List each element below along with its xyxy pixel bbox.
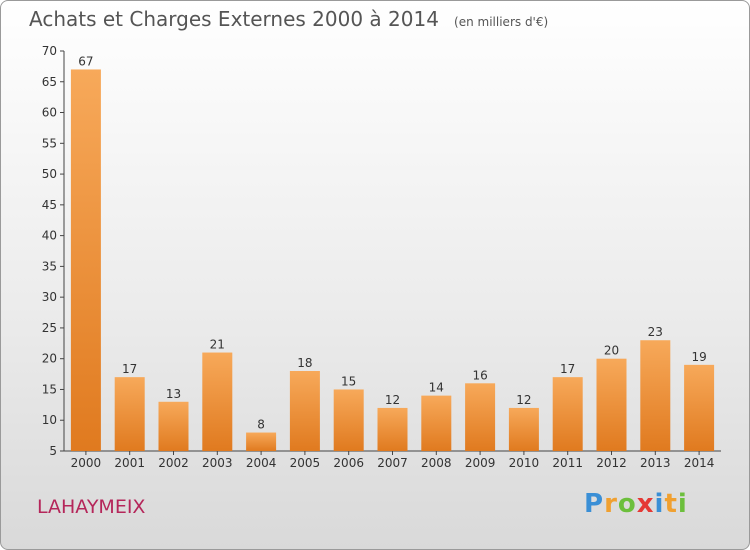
data-label: 16 xyxy=(472,368,487,382)
bar xyxy=(202,352,233,451)
data-label: 14 xyxy=(429,381,444,395)
data-label: 12 xyxy=(385,393,400,407)
x-tick-label: 2004 xyxy=(246,456,277,470)
data-label: 18 xyxy=(297,356,312,370)
logo-letter: i xyxy=(677,489,688,519)
x-tick-label: 2002 xyxy=(158,456,189,470)
y-tick-label: 60 xyxy=(42,106,57,120)
x-tick-label: 2000 xyxy=(71,456,102,470)
logo-letter: r xyxy=(604,489,618,519)
bar xyxy=(158,401,189,451)
logo-letter: o xyxy=(617,489,637,519)
x-tick-label: 2010 xyxy=(509,456,540,470)
y-tick-label: 20 xyxy=(42,352,57,366)
logo-letter: P xyxy=(584,489,605,519)
y-tick-label: 65 xyxy=(42,75,57,89)
x-tick-label: 2006 xyxy=(333,456,364,470)
bar xyxy=(246,432,277,451)
y-tick-label: 15 xyxy=(42,382,57,396)
unit-text: (en milliers d'€) xyxy=(454,15,549,29)
bar xyxy=(596,358,627,451)
x-tick-label: 2014 xyxy=(684,456,715,470)
y-tick-label: 35 xyxy=(42,259,57,273)
x-tick-label: 2003 xyxy=(202,456,233,470)
plot-area: 5 10 15 20 25 30 35 40 45 50 55 60 65 70 67 2000 17 2001 1… xyxy=(42,44,721,470)
data-label: 8 xyxy=(257,418,265,432)
data-label: 13 xyxy=(166,387,181,401)
y-tick-label: 70 xyxy=(42,44,57,58)
y-tick-label: 55 xyxy=(42,136,57,150)
chart-title: Achats et Charges Externes 2000 à 2014 (… xyxy=(29,7,548,31)
bar xyxy=(289,371,320,451)
y-tick-label: 10 xyxy=(42,413,57,427)
x-tick-label: 2005 xyxy=(290,456,321,470)
data-label: 15 xyxy=(341,374,356,388)
bar xyxy=(552,377,583,451)
x-tick-label: 2009 xyxy=(465,456,496,470)
y-tick-label: 5 xyxy=(49,444,57,458)
bar xyxy=(333,389,364,451)
logo-letter: i xyxy=(654,489,665,519)
x-tick-label: 2001 xyxy=(114,456,145,470)
x-tick-label: 2008 xyxy=(421,456,452,470)
data-label: 21 xyxy=(210,338,225,352)
bar xyxy=(114,377,145,451)
data-label: 17 xyxy=(560,362,575,376)
data-label: 12 xyxy=(516,393,531,407)
data-label: 19 xyxy=(691,350,706,364)
x-tick-label: 2013 xyxy=(640,456,671,470)
title-text: Achats et Charges Externes 2000 à 2014 xyxy=(29,7,439,31)
bar xyxy=(421,395,452,451)
bar xyxy=(684,364,715,451)
data-label: 17 xyxy=(122,362,137,376)
x-tick-label: 2012 xyxy=(596,456,627,470)
y-tick-label: 25 xyxy=(42,321,57,335)
x-tick-label: 2011 xyxy=(552,456,583,470)
y-tick-label: 40 xyxy=(42,229,57,243)
data-label: 20 xyxy=(604,344,619,358)
proxiti-logo: Proxiti xyxy=(584,489,688,519)
bar xyxy=(70,69,101,451)
data-label: 67 xyxy=(78,54,93,68)
logo-letter: x xyxy=(636,489,655,519)
y-tick-label: 50 xyxy=(42,167,57,181)
bar xyxy=(640,340,671,451)
bar xyxy=(465,383,496,451)
data-label: 23 xyxy=(648,325,663,339)
bar xyxy=(377,407,408,451)
y-tick-label: 30 xyxy=(42,290,57,304)
logo-letter: t xyxy=(664,489,678,519)
bar xyxy=(508,407,539,451)
x-tick-label: 2007 xyxy=(377,456,408,470)
y-tick-label: 45 xyxy=(42,198,57,212)
place-name: LAHAYMEIX xyxy=(37,496,146,518)
